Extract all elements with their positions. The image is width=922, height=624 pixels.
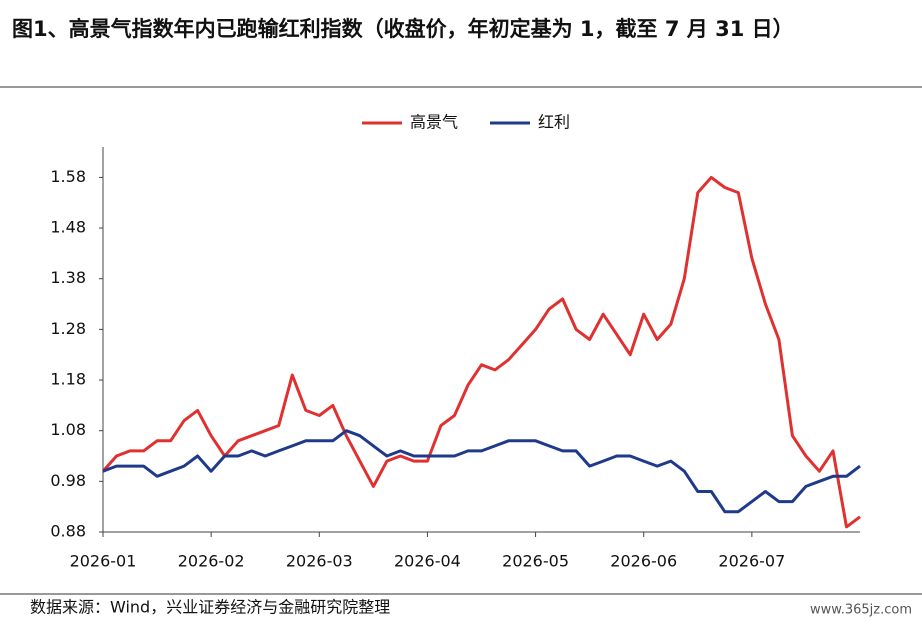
- y-tick-label: 1.58: [50, 167, 86, 186]
- x-tick-label: 2026-03: [286, 552, 353, 571]
- series-line: [101, 175, 861, 529]
- y-tick-label: 1.18: [50, 370, 86, 389]
- x-tick-label: 2026-01: [70, 552, 137, 571]
- x-tick-label: 2026-02: [178, 552, 245, 571]
- y-tick-label: 0.98: [50, 471, 86, 490]
- legend-label: 红利: [538, 113, 570, 132]
- x-tick-label: 2026-05: [502, 552, 569, 571]
- x-tick-label: 2026-07: [718, 552, 785, 571]
- legend-label: 高景气: [410, 113, 458, 132]
- y-tick-label: 1.28: [50, 319, 86, 338]
- chart-title: 图1、高景气指数年内已跑输红利指数（收盘价，年初定基为 1，截至 7 月 31 …: [12, 17, 794, 41]
- y-tick-label: 1.08: [50, 420, 86, 439]
- x-tick-label: 2026-04: [394, 552, 461, 571]
- watermark: www.365jz.com: [810, 603, 912, 618]
- y-tick-label: 0.88: [50, 522, 86, 541]
- y-tick-label: 1.48: [50, 218, 86, 237]
- series-line: [102, 429, 861, 514]
- source: 数据来源：Wind，兴业证券经济与金融研究院整理: [30, 598, 390, 617]
- x-tick-label: 2026-06: [610, 552, 677, 571]
- y-tick-label: 1.38: [50, 268, 86, 287]
